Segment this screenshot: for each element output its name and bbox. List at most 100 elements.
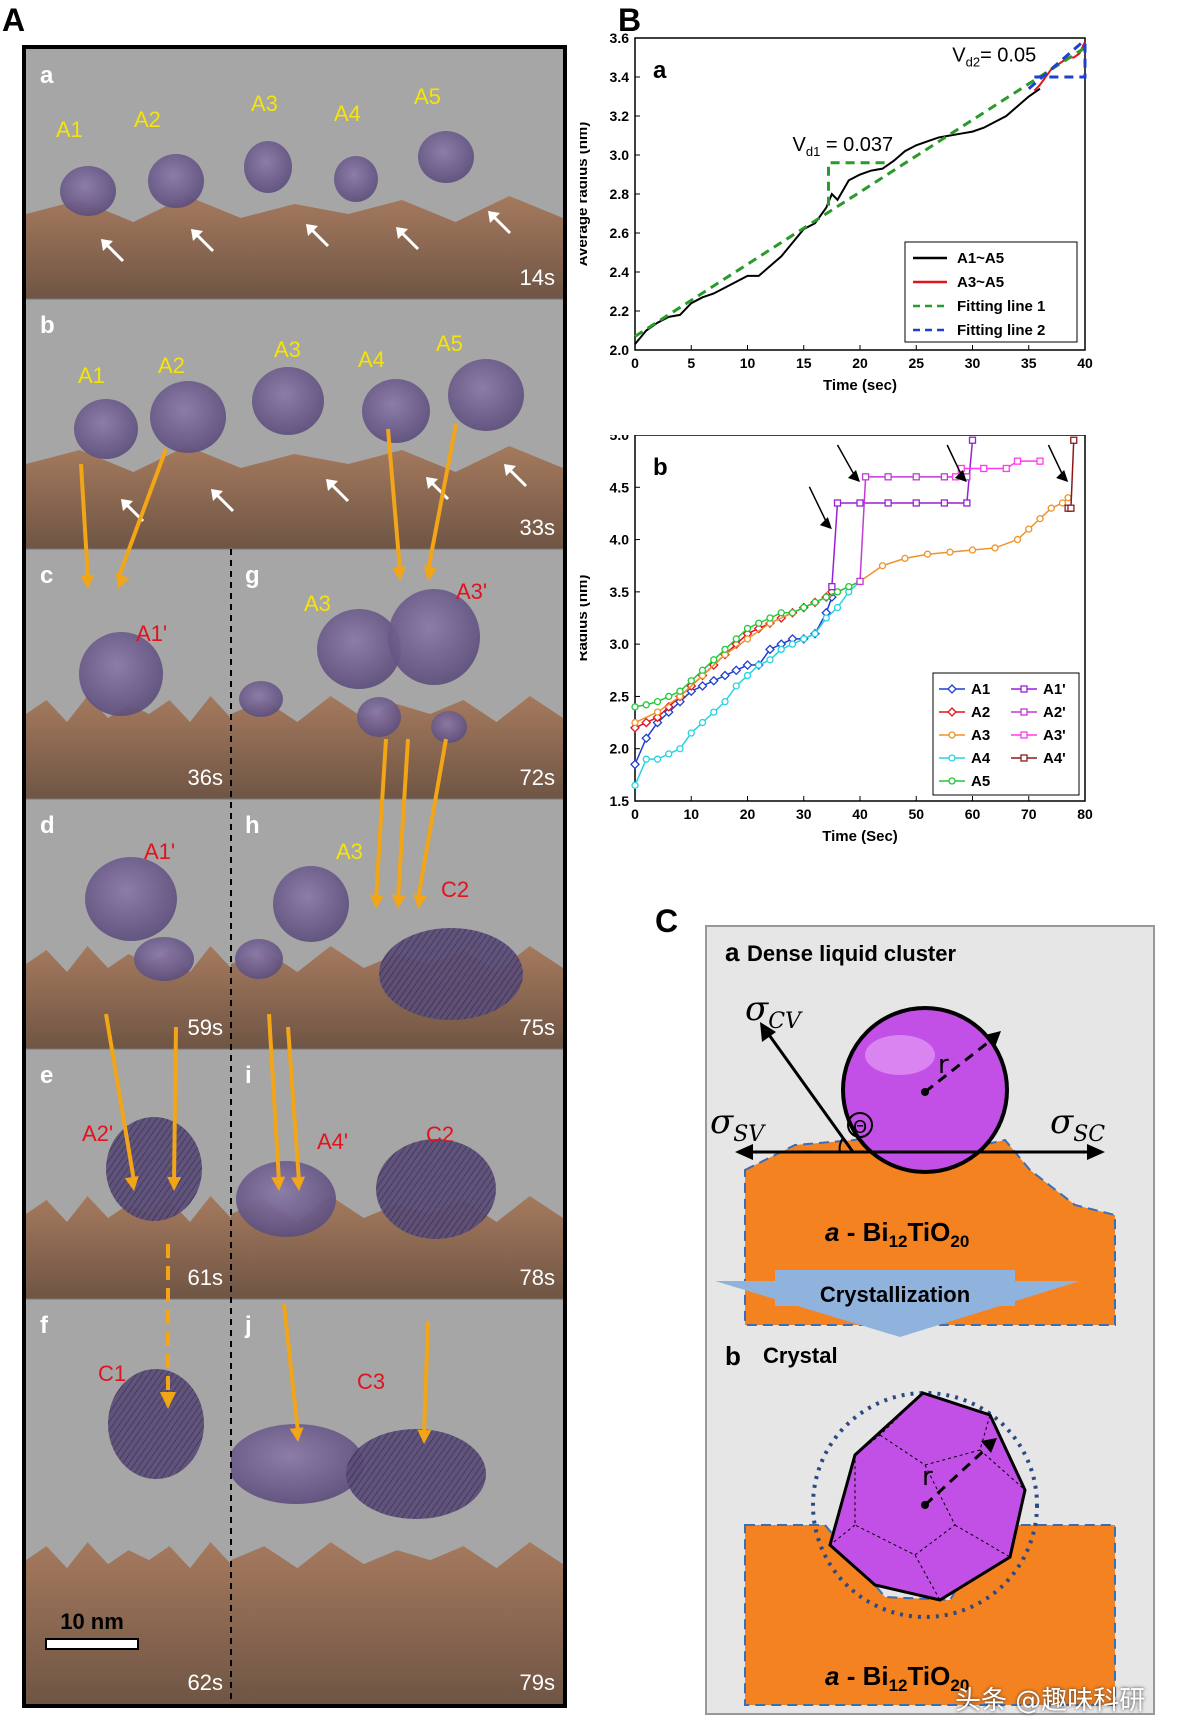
radius-dashed-line-b (923, 1443, 992, 1507)
legend-label: A3 (971, 727, 990, 744)
orange-arrowhead (391, 566, 406, 581)
particle-label: C1 (98, 1361, 126, 1386)
data-point (1002, 464, 1010, 473)
data-point (652, 717, 663, 728)
nanoparticle (85, 857, 177, 941)
series-line-A1' (831, 440, 974, 587)
data-point (833, 499, 842, 507)
orange-tracking-arrow (386, 428, 402, 572)
nanoparticle (418, 131, 474, 183)
slope-annotation-1: Vd1 = 0.037 (793, 134, 894, 159)
x-tick-label: 5 (687, 355, 695, 371)
slope-annotation-2: Vd2= 0.05 (952, 44, 1036, 69)
data-point (743, 635, 752, 643)
data-point (755, 661, 763, 669)
data-point (822, 614, 830, 622)
data-point (665, 692, 673, 701)
x-tick-label: 40 (1077, 355, 1093, 371)
sigma-sc-label: σSC (1050, 1102, 1105, 1147)
tem-image-sequence: a 14s A1 A2 A3 A4 A5 b 33s A1 A2 A3 A4 A5 c 36s A1' d 59s A… (22, 45, 567, 1708)
orange-arrowhead (413, 894, 428, 909)
data-point (687, 677, 695, 685)
legend-label: A3~A5 (957, 274, 1004, 291)
white-arrowhead (306, 224, 318, 236)
nanoparticle (150, 381, 226, 453)
orange-tracking-arrow (116, 448, 168, 580)
data-point (676, 745, 684, 753)
x-axis-title: Time (Sec) (822, 828, 898, 845)
data-point (856, 577, 864, 586)
data-point (940, 499, 949, 507)
crystal-dotted-circle (811, 1391, 1039, 1619)
data-point (720, 670, 730, 681)
data-point (676, 687, 684, 695)
sigma-cv-label: σCV (745, 989, 803, 1034)
slope-triangle-1 (827, 161, 889, 206)
series-line-Fitting line 2 (1027, 38, 1086, 90)
frame-time-h: 75s (520, 1015, 555, 1040)
frame-time-a: 14s (520, 265, 555, 290)
white-arrowhead (101, 239, 113, 251)
legend-label: Fitting line 1 (957, 298, 1045, 315)
nanoparticle (74, 399, 138, 459)
data-point (940, 473, 949, 481)
data-point (861, 473, 870, 481)
orange-arrowhead (167, 1176, 182, 1191)
orange-tracking-arrow (79, 463, 90, 580)
data-point (675, 696, 685, 707)
data-point (652, 712, 663, 723)
frame-letter-f: f (40, 1312, 49, 1339)
data-point (641, 733, 652, 744)
white-arrowhead (326, 479, 338, 491)
frame-letter-e: e (40, 1062, 53, 1089)
frame-time-e: 61s (188, 1265, 223, 1290)
white-arrowhead (211, 489, 223, 501)
y-tick-label: 3.0 (610, 147, 630, 163)
particle-label: A2 (134, 107, 161, 132)
data-point (1013, 457, 1022, 465)
particle-label: C3 (357, 1369, 385, 1394)
frame-time-f: 62s (188, 1670, 223, 1695)
nanoparticle (379, 928, 523, 1020)
particle-label: A2 (158, 353, 185, 378)
nanoparticle (317, 609, 401, 689)
tem-frame-e: e 61s A2' (26, 1049, 231, 1299)
data-point (1036, 457, 1044, 465)
data-point (710, 656, 718, 664)
x-tick-label: 20 (740, 806, 756, 822)
data-point (743, 624, 752, 633)
frame-time-c: 36s (188, 765, 223, 790)
legend-label: A3' (1043, 727, 1066, 744)
data-point (777, 609, 785, 617)
sigma-sc-arrowhead (1087, 1144, 1105, 1160)
data-point (766, 614, 774, 622)
nanoparticle (388, 589, 480, 685)
panel-b-letter: B (618, 2, 642, 38)
data-point (991, 544, 999, 552)
orange-arrowhead (391, 894, 406, 909)
data-point (1013, 535, 1022, 544)
x-tick-label: 40 (852, 806, 868, 822)
frame-letter-a: a (40, 62, 54, 89)
data-point (777, 645, 785, 654)
particle-label: A3 (274, 337, 301, 362)
particle-label: A4 (358, 347, 385, 372)
sigma-sv-label: σSV (710, 1102, 766, 1147)
frame-time-d: 59s (188, 1015, 223, 1040)
orange-arrowhead (417, 1429, 432, 1444)
y-tick-label: 3.5 (610, 584, 630, 600)
schematic-sub-a-title: Dense liquid cluster (747, 941, 956, 966)
theta-label: Θ (853, 1117, 867, 1138)
nanoparticle (235, 939, 283, 979)
theta-circle (847, 1112, 873, 1138)
frame-time-b: 33s (520, 515, 555, 540)
orange-arrowhead (271, 1176, 286, 1191)
nanoparticle (362, 379, 430, 443)
data-point (947, 707, 957, 717)
orange-tracking-arrow (396, 738, 410, 900)
x-tick-label: 60 (965, 806, 981, 822)
data-point (800, 635, 808, 643)
event-arrow (1047, 444, 1065, 479)
slope-triangle-2 (1034, 41, 1087, 79)
data-point (631, 781, 639, 789)
